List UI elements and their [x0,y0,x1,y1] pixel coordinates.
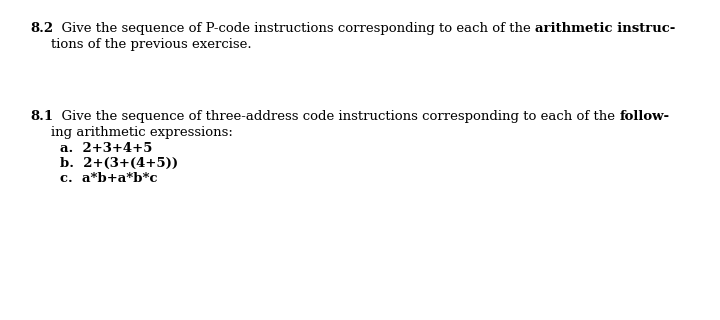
Text: tions of the previous exercise.: tions of the previous exercise. [51,38,251,51]
Text: b.  2+(3+(4+5)): b. 2+(3+(4+5)) [60,157,178,170]
Text: arithmetic instruc-: arithmetic instruc- [535,22,675,35]
Text: Give the sequence of three-address code instructions corresponding to each of th: Give the sequence of three-address code … [53,110,619,123]
Text: 8.1: 8.1 [30,110,53,123]
Text: ing arithmetic expressions:: ing arithmetic expressions: [51,126,233,139]
Text: a.  2+3+4+5: a. 2+3+4+5 [60,142,153,155]
Text: follow-: follow- [619,110,670,123]
Text: Give the sequence of P-code instructions corresponding to each of the: Give the sequence of P-code instructions… [53,22,535,35]
Text: c.  a*b+a*b*c: c. a*b+a*b*c [60,172,158,185]
Text: 8.2: 8.2 [30,22,53,35]
